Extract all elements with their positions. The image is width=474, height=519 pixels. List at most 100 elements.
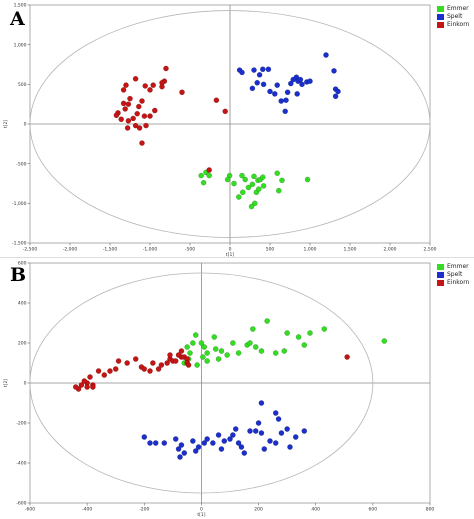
einkorn-point xyxy=(139,98,145,104)
spelt-point xyxy=(275,416,282,422)
legend-item-einkorn: Einkorn xyxy=(437,279,469,287)
x-tick-label: -1,500 xyxy=(103,247,118,253)
spelt-point xyxy=(190,438,196,444)
x-tick-label: 400 xyxy=(311,507,320,513)
spelt-point xyxy=(260,81,267,88)
emmer-point xyxy=(301,342,308,348)
spelt-point xyxy=(283,97,289,103)
legend-item-spelt: Spelt xyxy=(437,271,469,279)
y-tick-label: 400 xyxy=(18,301,27,307)
einkorn-point xyxy=(150,360,156,366)
einkorn-point xyxy=(206,167,212,173)
spelt-point xyxy=(141,434,148,440)
emmer-point xyxy=(239,189,246,196)
spelt-point xyxy=(282,108,289,115)
legend-label-emmer: Emmer xyxy=(447,263,469,270)
einkorn-point xyxy=(147,368,153,374)
spelt-point xyxy=(249,85,256,92)
einkorn-point xyxy=(167,352,173,358)
emmer-point xyxy=(230,340,236,346)
einkorn-point xyxy=(84,384,90,390)
y-tick-label: -500 xyxy=(16,161,26,167)
spelt-point xyxy=(251,67,257,73)
emmer-point xyxy=(279,177,285,184)
spelt-point xyxy=(335,88,341,95)
emmer-point xyxy=(187,350,193,356)
series-einkorn xyxy=(113,65,228,173)
emmer-point xyxy=(258,348,265,354)
legend-swatch-einkorn xyxy=(437,22,444,28)
x-tick-label: 2,000 xyxy=(384,247,397,253)
spelt-point xyxy=(292,434,299,440)
legend-label-emmer: Emmer xyxy=(447,5,469,12)
spelt-point xyxy=(323,52,329,58)
emmer-point xyxy=(307,330,313,336)
x-tick-label: 1,000 xyxy=(304,247,317,253)
spelt-point xyxy=(238,444,245,450)
einkorn-point xyxy=(115,358,122,364)
spelt-point xyxy=(204,436,210,442)
spelt-point xyxy=(259,66,266,73)
panel-divider xyxy=(0,257,474,258)
einkorn-point xyxy=(81,378,88,384)
einkorn-point xyxy=(143,122,149,129)
spelt-point xyxy=(247,428,253,434)
scatter-plot-b: -600 -400 -200 0 200 400 600 800 -600 -400 -200 0 20… xyxy=(3,261,434,518)
emmer-point xyxy=(259,174,266,180)
einkorn-point xyxy=(112,366,119,372)
einkorn-point xyxy=(107,368,113,374)
legend-swatch-spelt xyxy=(437,14,444,20)
series-einkorn xyxy=(72,348,350,392)
einkorn-point xyxy=(120,87,127,93)
einkorn-point xyxy=(118,116,124,123)
einkorn-point xyxy=(139,140,145,146)
spelt-point xyxy=(177,454,183,460)
spelt-point xyxy=(284,89,291,96)
series-emmer xyxy=(181,318,388,368)
legend-item-spelt: Spelt xyxy=(437,13,469,21)
spelt-point xyxy=(192,448,199,454)
y-tick-label: -600 xyxy=(16,501,26,507)
emmer-point xyxy=(200,354,206,360)
einkorn-point xyxy=(123,82,129,88)
scatter-plot-a: -2,500 -2,000 -1,500 -1,000 -500 0 500 1,000 1,5… xyxy=(3,3,437,257)
spelt-point xyxy=(265,66,272,73)
emmer-point xyxy=(198,340,205,346)
spelt-point xyxy=(181,450,188,456)
spelt-point xyxy=(230,432,236,438)
spelt-point xyxy=(272,410,279,416)
x-tick-label: 1,500 xyxy=(344,247,357,253)
score-plot-b: -600 -400 -200 0 200 400 600 800 -600 -400 -200 0 20… xyxy=(0,259,474,519)
legend-label-einkorn: Einkorn xyxy=(447,21,470,28)
y-axis-label: t[2] xyxy=(3,120,9,128)
emmer-point xyxy=(235,350,242,356)
emmer-point xyxy=(248,203,255,210)
einkorn-point xyxy=(132,75,139,82)
spelt-point xyxy=(235,440,242,446)
x-axis-label: t[1] xyxy=(226,252,234,257)
einkorn-point xyxy=(155,366,162,372)
emmer-point xyxy=(260,183,267,189)
emmer-point xyxy=(304,176,311,183)
spelt-point xyxy=(201,440,208,446)
spelt-point xyxy=(258,400,265,406)
einkorn-point xyxy=(78,382,85,388)
einkorn-point xyxy=(142,83,148,89)
spelt-point xyxy=(332,93,339,100)
spelt-point xyxy=(147,440,153,446)
einkorn-point xyxy=(124,360,130,366)
emmer-point xyxy=(194,362,200,368)
einkorn-point xyxy=(175,352,182,358)
panel-label-a: A xyxy=(10,8,25,30)
emmer-point xyxy=(239,172,245,179)
emmer-point xyxy=(272,350,279,356)
y-tick-label: 600 xyxy=(18,261,27,267)
series-emmer xyxy=(198,169,311,210)
emmer-point xyxy=(247,340,253,346)
spelt-point xyxy=(161,440,168,446)
einkorn-point xyxy=(87,374,93,380)
spelt-point xyxy=(278,430,285,436)
legend-swatch-emmer xyxy=(437,6,444,12)
einkorn-point xyxy=(172,358,179,364)
x-tick-label: -2,500 xyxy=(23,247,38,253)
